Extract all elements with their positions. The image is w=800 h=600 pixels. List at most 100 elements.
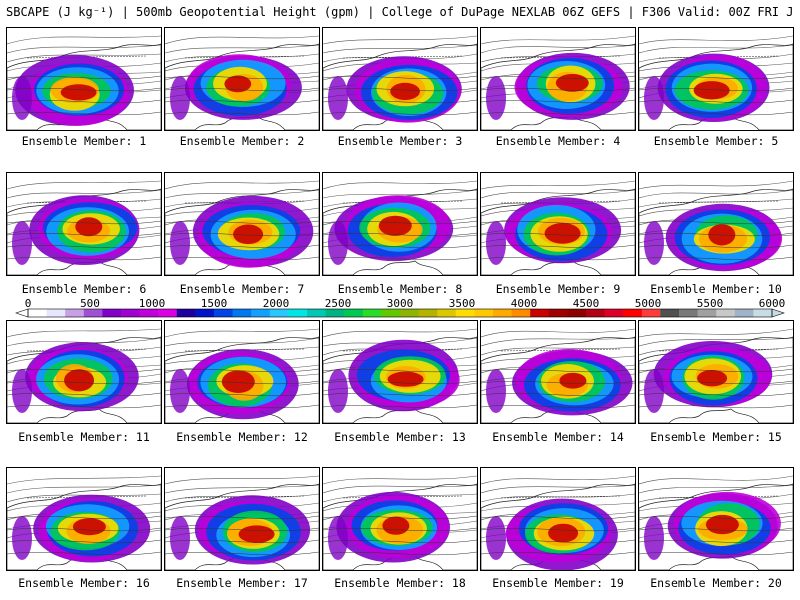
colorbar-swatch xyxy=(139,309,159,317)
map-graphic xyxy=(639,475,793,570)
colorbar-swatch xyxy=(641,309,661,317)
ensemble-map-panel xyxy=(322,320,478,424)
colorbar-max-arrow xyxy=(771,308,785,318)
ensemble-map-panel xyxy=(164,467,320,571)
colorbar-swatch xyxy=(697,309,717,317)
colorbar-swatch xyxy=(493,309,512,317)
ensemble-map-panel xyxy=(164,27,320,131)
ensemble-map-panel xyxy=(322,467,478,571)
colorbar-swatch xyxy=(176,309,196,317)
colorbar-frame xyxy=(27,308,773,318)
map-graphic xyxy=(639,35,793,130)
ensemble-map-panel xyxy=(480,467,636,571)
ensemble-member-label: Ensemble Member: 20 xyxy=(650,576,782,590)
map-graphic xyxy=(323,328,477,423)
ensemble-member-label: Ensemble Member: 3 xyxy=(337,134,463,148)
colorbar-graphic: 0 500 1000 1500 2000 2500 3000 3500 4000 4500 5000… xyxy=(15,297,786,318)
colorbar-swatch xyxy=(716,309,736,317)
ensemble-map-panel xyxy=(322,27,478,131)
colorbar-swatch xyxy=(623,309,643,317)
ensemble-map-panel xyxy=(6,320,162,424)
ensemble-map-panel xyxy=(480,172,636,276)
map-graphic xyxy=(165,35,319,130)
colorbar-tick-label: 6000 xyxy=(759,297,786,310)
ensemble-map-panel xyxy=(638,467,794,571)
colorbar-swatch xyxy=(269,309,289,317)
map-title: SBCAPE (J kg⁻¹) | 500mb Geopotential Hei… xyxy=(6,5,794,19)
colorbar-swatch xyxy=(474,309,494,317)
colorbar-swatch xyxy=(660,309,680,317)
map-graphic xyxy=(639,328,793,423)
colorbar-swatch xyxy=(548,309,568,317)
ensemble-member-label: Ensemble Member: 9 xyxy=(495,282,621,296)
colorbar-swatch xyxy=(325,309,345,317)
map-graphic xyxy=(481,475,635,570)
ensemble-member-label: Ensemble Member: 11 xyxy=(18,430,150,444)
colorbar-tick-label: 3000 xyxy=(387,297,414,310)
ensemble-member-label: Ensemble Member: 8 xyxy=(337,282,463,296)
colorbar-swatch xyxy=(604,309,624,317)
colorbar-swatch xyxy=(567,309,587,317)
ensemble-map-panel xyxy=(6,172,162,276)
colorbar-swatch xyxy=(753,309,773,317)
map-graphic xyxy=(7,180,161,275)
ensemble-map-panel xyxy=(322,172,478,276)
ensemble-member-label: Ensemble Member: 19 xyxy=(492,576,624,590)
colorbar-swatch xyxy=(586,309,605,317)
colorbar-swatch xyxy=(158,309,178,317)
map-graphic xyxy=(481,180,635,275)
ensemble-map-panel xyxy=(164,320,320,424)
ensemble-member-label: Ensemble Member: 1 xyxy=(21,134,147,148)
colorbar-swatch xyxy=(232,309,252,317)
colorbar-swatch xyxy=(307,309,326,317)
ensemble-member-label: Ensemble Member: 12 xyxy=(176,430,308,444)
ensemble-member-label: Ensemble Member: 13 xyxy=(334,430,466,444)
map-graphic xyxy=(323,35,477,130)
ensemble-map-panel xyxy=(480,320,636,424)
ensemble-map-panel xyxy=(6,27,162,131)
colorbar-swatch xyxy=(83,309,103,317)
colorbar-tick-label: 500 xyxy=(80,297,100,310)
ensemble-member-label: Ensemble Member: 7 xyxy=(179,282,305,296)
colorbar-swatch xyxy=(195,309,215,317)
colorbar-swatch xyxy=(344,309,364,317)
colorbar-swatch xyxy=(734,309,754,317)
colorbar-swatch xyxy=(679,309,698,317)
colorbar-tick-label: 4500 xyxy=(573,297,600,310)
map-graphic xyxy=(165,180,319,275)
ensemble-map-panel xyxy=(638,320,794,424)
colorbar-tick-label: 1500 xyxy=(201,297,228,310)
colorbar-swatch xyxy=(28,309,47,317)
ensemble-member-label: Ensemble Member: 14 xyxy=(492,430,624,444)
colorbar-tick-label: 4000 xyxy=(511,297,538,310)
ensemble-member-label: Ensemble Member: 5 xyxy=(653,134,779,148)
colorbar-swatch xyxy=(418,309,438,317)
colorbar-swatch xyxy=(121,309,140,317)
ensemble-map-panel xyxy=(480,27,636,131)
ensemble-member-label: Ensemble Member: 17 xyxy=(176,576,308,590)
ensemble-map-panel xyxy=(164,172,320,276)
colorbar-tick-label: 0 xyxy=(25,297,32,310)
map-graphic xyxy=(639,180,793,275)
ensemble-map-panel xyxy=(638,27,794,131)
colorbar-tick-label: 5500 xyxy=(697,297,724,310)
ensemble-member-label: Ensemble Member: 4 xyxy=(495,134,621,148)
colorbar-swatch xyxy=(214,309,233,317)
colorbar-tick-label: 2000 xyxy=(263,297,290,310)
map-graphic xyxy=(323,180,477,275)
colorbar-swatch xyxy=(437,309,457,317)
ensemble-member-label: Ensemble Member: 16 xyxy=(18,576,150,590)
ensemble-member-label: Ensemble Member: 2 xyxy=(179,134,305,148)
colorbar-swatch xyxy=(65,309,85,317)
colorbar-swatch xyxy=(288,309,308,317)
colorbar-tick-label: 5000 xyxy=(635,297,662,310)
colorbar-tick-label: 2500 xyxy=(325,297,352,310)
colorbar-swatch xyxy=(381,309,401,317)
colorbar-min-arrow xyxy=(15,308,29,318)
ensemble-member-label: Ensemble Member: 18 xyxy=(334,576,466,590)
ensemble-map-panel xyxy=(6,467,162,571)
colorbar-swatch xyxy=(102,309,122,317)
colorbar-swatch xyxy=(511,309,531,317)
map-graphic xyxy=(481,35,635,130)
ensemble-member-label: Ensemble Member: 6 xyxy=(21,282,147,296)
